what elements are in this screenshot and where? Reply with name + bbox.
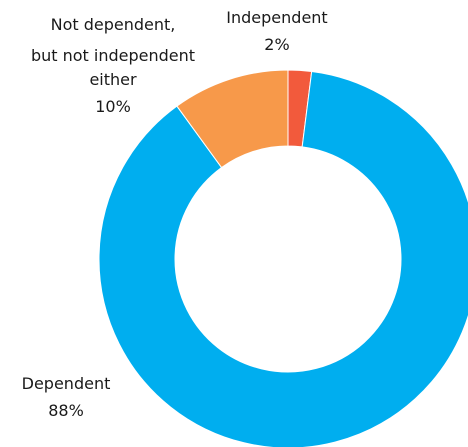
label-dependent: Dependent 88% — [22, 374, 111, 420]
donut-slice-dependent — [98, 70, 468, 447]
label-independent: Independent 2% — [226, 8, 327, 54]
label-neither-line-1: Not dependent, — [51, 15, 176, 34]
label-neither-line-2: but not independent — [31, 46, 195, 65]
donut-slice-not-dependent — [176, 69, 289, 169]
label-dependent-percent: 88% — [48, 401, 84, 420]
label-neither: Not dependent, but not independent eithe… — [31, 15, 195, 116]
label-neither-percent: 10% — [95, 97, 131, 116]
label-neither-line-3: either — [89, 70, 137, 89]
label-independent-name: Independent — [226, 8, 327, 27]
label-independent-percent: 2% — [264, 35, 289, 54]
label-dependent-name: Dependent — [22, 374, 111, 393]
donut-slices — [98, 69, 468, 447]
